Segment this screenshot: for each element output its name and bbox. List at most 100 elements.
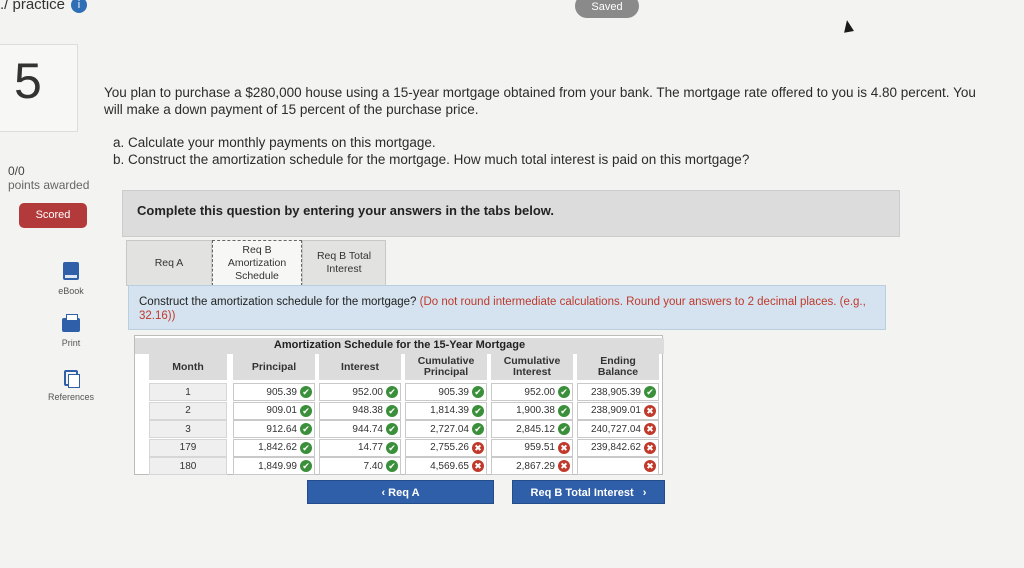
cum-interest-value: 959.51 [524, 442, 555, 453]
next-label: Req B Total Interest [530, 487, 634, 499]
cum-principal-value: 2,727.04 [430, 423, 469, 435]
ending-input[interactable]: 238,905.39 ✔ [577, 383, 659, 401]
printer-icon [62, 314, 80, 332]
interest-input[interactable]: 952.00 ✔ [319, 383, 401, 401]
ending-input[interactable]: 240,727.04 ✖ [577, 420, 659, 438]
interest-value: 14.77 [357, 442, 383, 453]
header-cum-interest-2: Interest [513, 366, 551, 378]
cum-principal-input[interactable]: 905.39 ✔ [405, 383, 487, 401]
interest-input[interactable]: 14.77 ✔ [319, 438, 401, 457]
principal-input[interactable]: 909.01 ✔ [233, 401, 315, 420]
incorrect-x-icon: ✖ [644, 404, 656, 417]
tab-req-bt-line2: Interest [326, 263, 362, 275]
header-ending-1: Ending [600, 355, 636, 367]
header-ending-balance: Ending Balance [577, 354, 659, 380]
part-b: b. Construct the amortization schedule f… [113, 152, 750, 167]
month-cell: 3 [149, 420, 227, 438]
principal-input[interactable]: 1,842.62 ✔ [233, 438, 315, 457]
cum-interest-input[interactable]: 2,845.12 ✔ [491, 420, 573, 438]
interest-value: 952.00 [352, 386, 383, 398]
question-number: 5 [14, 53, 42, 109]
cum-principal-input[interactable]: 4,569.65 ✖ [405, 457, 487, 475]
month-cell: 2 [149, 401, 227, 420]
correct-check-icon: ✔ [472, 423, 484, 435]
correct-check-icon: ✔ [386, 423, 398, 435]
rounding-note: (Do not round intermediate calculations.… [139, 296, 866, 322]
cum-interest-value: 2,867.29 [516, 460, 555, 472]
cum-interest-value: 2,845.12 [516, 423, 555, 435]
tab-req-b-total-interest[interactable]: Req B Total Interest [302, 240, 386, 286]
next-req-b-total-interest-button[interactable]: Req B Total Interest › [512, 480, 665, 504]
table-title: Amortization Schedule for the 15-Year Mo… [135, 338, 664, 354]
cum-interest-input[interactable]: 959.51 ✖ [491, 438, 573, 457]
principal-input[interactable]: 912.64 ✔ [233, 420, 315, 438]
references-label: References [47, 392, 95, 402]
print-button[interactable]: Print [40, 314, 102, 348]
cum-principal-input[interactable]: 1,814.39 ✔ [405, 401, 487, 420]
references-button[interactable]: References [40, 370, 102, 402]
correct-check-icon: ✔ [300, 423, 312, 435]
interest-value: 7.40 [363, 460, 383, 472]
cum-principal-input[interactable]: 2,755.26 ✖ [405, 438, 487, 457]
principal-input[interactable]: 905.39 ✔ [233, 383, 315, 401]
incorrect-x-icon: ✖ [644, 423, 656, 435]
question-text: You plan to purchase a $280,000 house us… [104, 85, 976, 117]
header-cum-interest: Cumulative Interest [491, 354, 573, 380]
chevron-left-icon: ‹ [381, 487, 386, 499]
points-label: points awarded [8, 178, 90, 192]
principal-value: 909.01 [266, 405, 297, 416]
interest-input[interactable]: 944.74 ✔ [319, 420, 401, 438]
principal-value: 912.64 [266, 423, 297, 435]
prev-req-a-button[interactable]: ‹ Req A [307, 480, 494, 504]
principal-value: 905.39 [266, 386, 297, 398]
tab-req-b-amortization[interactable]: Req B Amortization Schedule [212, 240, 302, 286]
info-icon[interactable]: i [71, 0, 88, 13]
cum-interest-input[interactable]: 1,900.38 ✔ [491, 401, 573, 420]
incorrect-x-icon: ✖ [558, 441, 570, 454]
correct-check-icon: ✔ [558, 386, 570, 398]
correct-check-icon: ✔ [300, 441, 312, 454]
instruction-panel: Construct the amortization schedule for … [128, 285, 886, 330]
incorrect-x-icon: ✖ [644, 460, 656, 472]
book-icon [63, 262, 79, 280]
cum-principal-value: 4,569.65 [430, 460, 469, 472]
tab-req-b-line1: Req B [242, 244, 272, 256]
assignment-title-text: ./ practice [0, 0, 66, 13]
correct-check-icon: ✔ [300, 386, 312, 398]
cum-interest-input[interactable]: 952.00 ✔ [491, 383, 573, 401]
tab-req-bt-line1: Req B Total [316, 250, 372, 262]
tab-req-b-label: Req B Amortization Schedule [228, 244, 286, 283]
saved-indicator: Saved [575, 0, 639, 18]
cum-interest-input[interactable]: 2,867.29 ✖ [491, 457, 573, 475]
part-a: a. Calculate your monthly payments on th… [113, 135, 436, 150]
correct-check-icon: ✔ [558, 404, 570, 417]
ending-input[interactable]: 238,909.01 ✖ [577, 401, 659, 420]
interest-value: 944.74 [352, 423, 383, 435]
mouse-cursor-icon [842, 19, 854, 33]
correct-check-icon: ✔ [386, 441, 398, 454]
interest-input[interactable]: 7.40 ✔ [319, 457, 401, 475]
interest-input[interactable]: 948.38 ✔ [319, 401, 401, 420]
amortization-table: Amortization Schedule for the 15-Year Mo… [134, 335, 664, 475]
principal-input[interactable]: 1,849.99 ✔ [233, 457, 315, 475]
principal-value: 1,842.62 [258, 442, 297, 453]
prev-label: Req A [388, 487, 420, 499]
header-cum-interest-1: Cumulative [503, 355, 561, 367]
header-cum-principal-2: Principal [423, 366, 469, 378]
prompt-text: Construct the amortization schedule for … [139, 296, 417, 308]
correct-check-icon: ✔ [472, 404, 484, 417]
ending-value: 240,727.04 [590, 423, 641, 435]
tab-req-bt-label: Req B Total Interest [317, 250, 371, 276]
instruction-panel-text: Construct the amortization schedule for … [139, 295, 879, 323]
cum-principal-input[interactable]: 2,727.04 ✔ [405, 420, 487, 438]
ebook-button[interactable]: eBook [40, 262, 102, 296]
tab-req-a[interactable]: Req A [126, 240, 212, 286]
points-value: 0/0 [8, 164, 25, 178]
chevron-right-icon: › [636, 487, 647, 499]
month-cell: 179 [149, 438, 227, 457]
ending-input[interactable]: ✖ [577, 457, 659, 475]
tab-req-a-label: Req A [154, 256, 184, 269]
header-interest: Interest [319, 354, 401, 380]
header-cum-principal: Cumulative Principal [405, 354, 487, 380]
ending-input[interactable]: 239,842.62 ✖ [577, 438, 659, 457]
